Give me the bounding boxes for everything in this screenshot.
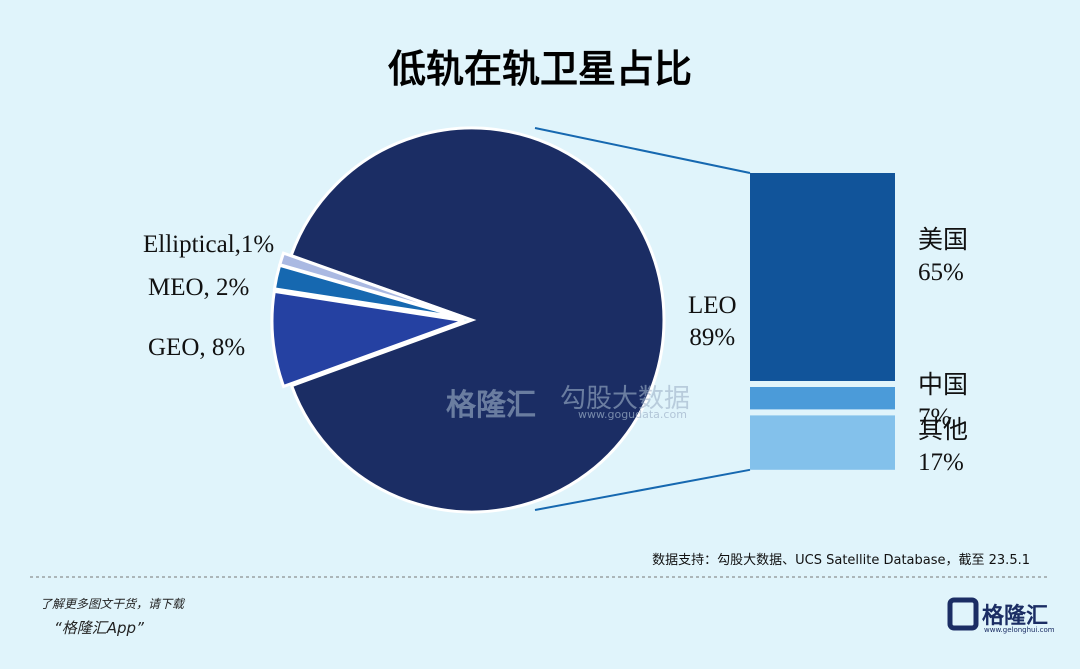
watermark-brand: 格隆汇: [446, 388, 536, 423]
pie-label: LEO 89%: [688, 292, 737, 351]
bar-category: 中国: [918, 372, 969, 400]
pie-slice: [270, 289, 465, 389]
pie-label: GEO, 8%: [148, 334, 246, 361]
bar-category: 其他: [918, 416, 969, 444]
bar-value-label: 7%: [918, 404, 952, 432]
bar-segment: [750, 415, 895, 470]
bar-segment: [750, 387, 895, 410]
bar-value-label: 17%: [918, 448, 964, 476]
bar-category: 美国: [918, 227, 969, 254]
footer-line1: 了解更多图文干货，请下载: [40, 597, 185, 611]
logo-icon: [947, 597, 979, 631]
bar-segment: [750, 173, 895, 381]
pie-slice: [289, 126, 666, 514]
bar-value-label: 65%: [918, 259, 964, 286]
connector: [534, 468, 751, 511]
logo-text: 格隆汇: [982, 604, 1049, 629]
chart-title: 低轨在轨卫星占比: [387, 47, 692, 91]
pie-label: Elliptical,1%: [143, 231, 275, 258]
watermark-name: 勾股大数据: [560, 384, 691, 414]
logo-url: www.gelonghui.com: [984, 626, 1055, 634]
source: 数据支持：勾股大数据、UCS Satellite Database，截至 23.…: [652, 553, 1030, 568]
pie-label: MEO, 2%: [148, 274, 250, 301]
footer-line2: “格隆汇App”: [54, 619, 144, 637]
connector: [534, 127, 751, 174]
watermark-url: www.gogudata.com: [578, 408, 687, 421]
pie-slice: [277, 251, 465, 319]
